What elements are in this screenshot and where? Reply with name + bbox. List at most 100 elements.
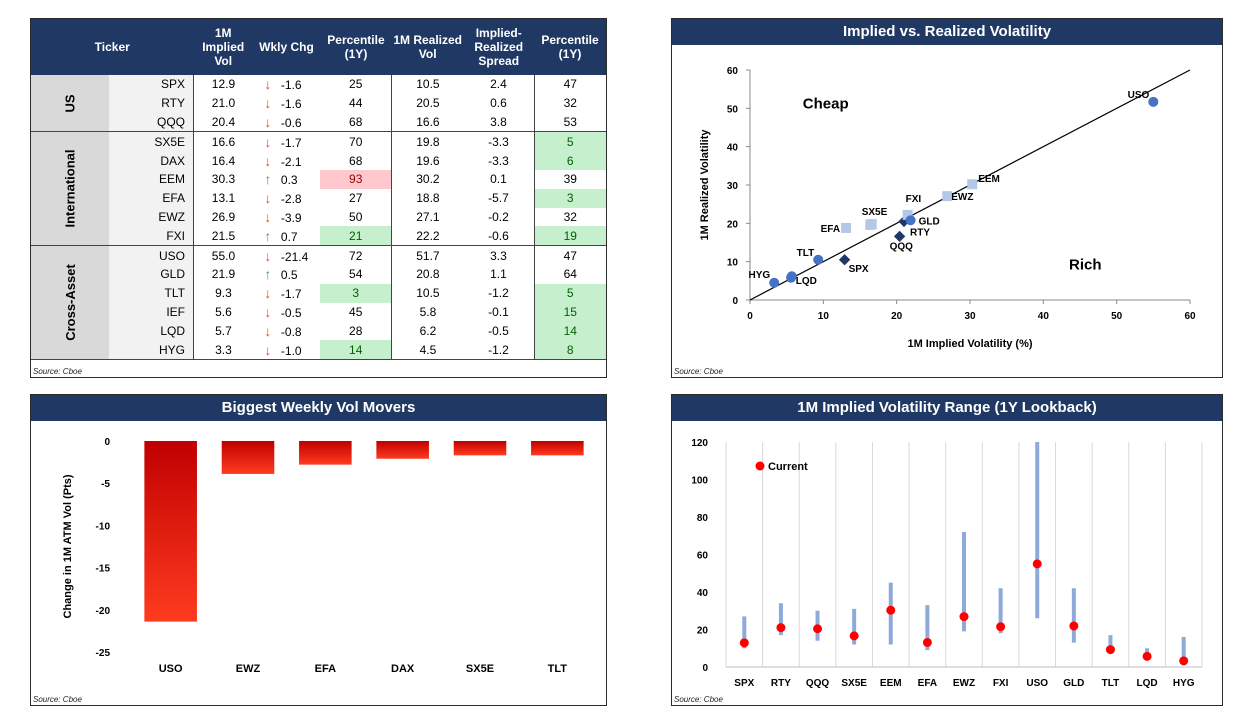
y-tick-label: -15	[96, 564, 111, 575]
bar-dax	[376, 441, 429, 459]
realized-vol-cell: 51.7	[391, 245, 464, 265]
x-tick-label: USO	[1026, 678, 1048, 689]
weekly-change-cell: ↓ -0.5	[253, 303, 320, 322]
weekly-change-value: -0.8	[280, 324, 302, 339]
implied-percentile-cell: 54	[349, 267, 363, 282]
header-ticker: Ticker	[31, 19, 194, 75]
x-tick-label: USO	[159, 663, 183, 675]
point-label: EFA	[821, 224, 840, 235]
weekly-change-cell: ↓ -1.6	[253, 94, 320, 113]
spread-cell: 0.1	[490, 172, 507, 187]
point-efa	[841, 222, 852, 233]
y-tick-label: -5	[101, 479, 110, 490]
table-row: IEF 5.6 ↓ -0.5 45 5.8 -0.1 15	[31, 302, 606, 322]
scatter-title: Implied vs. Realized Volatility	[672, 19, 1222, 45]
implied-vol-cell: 21.5	[192, 226, 253, 247]
scatter-panel: Implied vs. Realized Volatility 0 10 20 30 4…	[671, 18, 1223, 378]
weekly-change-cell: ↓ -0.8	[253, 321, 320, 340]
bar-ewz	[221, 441, 275, 474]
header-implied-vol: 1M Implied Vol	[193, 19, 253, 75]
ticker-cell: IEF	[109, 302, 194, 322]
x-tick-label: EEM	[880, 678, 902, 689]
weekly-change-cell: ↑ 0.7	[252, 226, 321, 247]
source-note: Source: Cboe	[674, 367, 723, 376]
point-label: QQQ	[890, 241, 914, 252]
table-row: QQQ 20.4 ↓ -0.6 68 16.6 3.8 53	[31, 112, 606, 133]
y-tick-label: 40	[727, 143, 739, 154]
range-bar-efa	[925, 605, 930, 651]
spread-cell: 3.3	[490, 248, 507, 263]
arrow-down-icon: ↓	[264, 133, 272, 150]
spread-cell: 1.1	[490, 267, 507, 282]
realized-vol-cell: 19.8	[391, 131, 464, 152]
range-bar-ewz	[962, 532, 966, 632]
realized-vol-cell: 10.5	[391, 75, 464, 94]
current-point-efa	[922, 637, 932, 647]
weekly-change-cell: ↑ 0.3	[253, 170, 320, 189]
weekly-change-value: -0.5	[280, 305, 302, 320]
point-dax	[865, 219, 876, 230]
weekly-change-cell: ↓ -1.6	[253, 75, 320, 94]
implied-percentile-cell: 21	[320, 226, 392, 247]
implied-percentile-cell: 68	[320, 112, 392, 133]
table-row: DAX 16.4 ↓ -2.1 68 19.6 -3.3 6	[31, 151, 606, 170]
header-realized-vol: 1M Realized Vol	[391, 19, 464, 75]
implied-vol-cell: 26.9	[192, 207, 253, 227]
arrow-down-icon: ↓	[264, 303, 272, 320]
table-row: TLT 9.3 ↓ -1.7 3 10.5 -1.2 5	[31, 283, 606, 303]
spread-cell: -3.3	[488, 134, 509, 149]
weekly-change-value: 0.7	[280, 229, 298, 244]
spread-percentile-cell: 15	[533, 302, 606, 322]
table-row: RTY 21.0 ↓ -1.6 44 20.5 0.6 32	[31, 93, 606, 113]
group-label: Cross-Asset	[31, 245, 110, 360]
weekly-change-value: -1.6	[280, 78, 302, 93]
realized-vol-cell: 30.2	[391, 169, 464, 189]
range-bar-uso	[1035, 442, 1040, 619]
ticker-cell: HYG	[109, 340, 194, 360]
implied-percentile-cell: 28	[349, 323, 363, 338]
spread-cell: -1.2	[488, 286, 509, 301]
implied-vol-cell: 16.6	[192, 131, 253, 152]
spread-percentile-cell: 19	[533, 226, 606, 247]
y-tick-label: 100	[691, 476, 708, 487]
y-tick-label: 10	[727, 258, 739, 269]
bar-tlt	[531, 441, 584, 456]
realized-vol-cell: 20.8	[391, 264, 464, 284]
x-tick-label: 20	[891, 311, 903, 322]
realized-vol-cell: 5.8	[391, 302, 464, 322]
ticker-cell: DAX	[109, 151, 194, 170]
table-row: International SX5E 16.6 ↓ -1.7 70 19.8 -3.3 5	[31, 131, 606, 247]
arrow-down-icon: ↓	[264, 152, 272, 169]
current-point-tlt	[1105, 645, 1115, 655]
weekly-change-cell: ↓ -2.8	[253, 189, 320, 208]
bar-efa	[299, 441, 352, 465]
ticker-cell: EFA	[109, 188, 194, 208]
x-tick-label: LQD	[1137, 678, 1158, 689]
table-row: EEM 30.3 ↑ 0.3 93 30.2 0.1 39	[31, 169, 606, 189]
spread-cell: -0.2	[488, 209, 509, 224]
y-tick-label: 60	[727, 66, 739, 77]
group-label-text: US	[62, 94, 78, 113]
x-tick-label: QQQ	[806, 678, 830, 689]
range-bar-spx	[742, 616, 747, 649]
realized-vol-cell: 10.5	[391, 283, 464, 303]
weekly-change-value: 0.3	[280, 173, 298, 188]
range-bar-tlt	[1108, 635, 1113, 654]
implied-percentile-cell: 50	[349, 209, 363, 224]
spread-cell: 2.4	[490, 77, 507, 92]
implied-vol-cell: 9.3	[192, 283, 253, 303]
point-label: SX5E	[862, 207, 888, 218]
table-row: US SPX 12.9 ↓ -1.6 25 10.5 2.4 47	[31, 75, 606, 133]
arrow-up-icon: ↑	[264, 227, 272, 244]
weekly-change-value: -3.9	[280, 210, 302, 225]
header-percentile-spread: Percentile (1Y)	[534, 19, 606, 75]
x-tick-label: SX5E	[841, 678, 867, 689]
group-label: International	[31, 131, 110, 247]
weekly-change-cell: ↓ -3.9	[253, 208, 320, 227]
arrow-down-icon: ↓	[264, 76, 272, 93]
bar-sx5e	[453, 441, 507, 456]
implied-percentile-cell: 68	[349, 153, 363, 168]
realized-vol-cell: 16.6	[391, 112, 464, 133]
implied-vol-cell: 20.4	[192, 112, 253, 133]
ticker-cell: EWZ	[109, 207, 194, 227]
